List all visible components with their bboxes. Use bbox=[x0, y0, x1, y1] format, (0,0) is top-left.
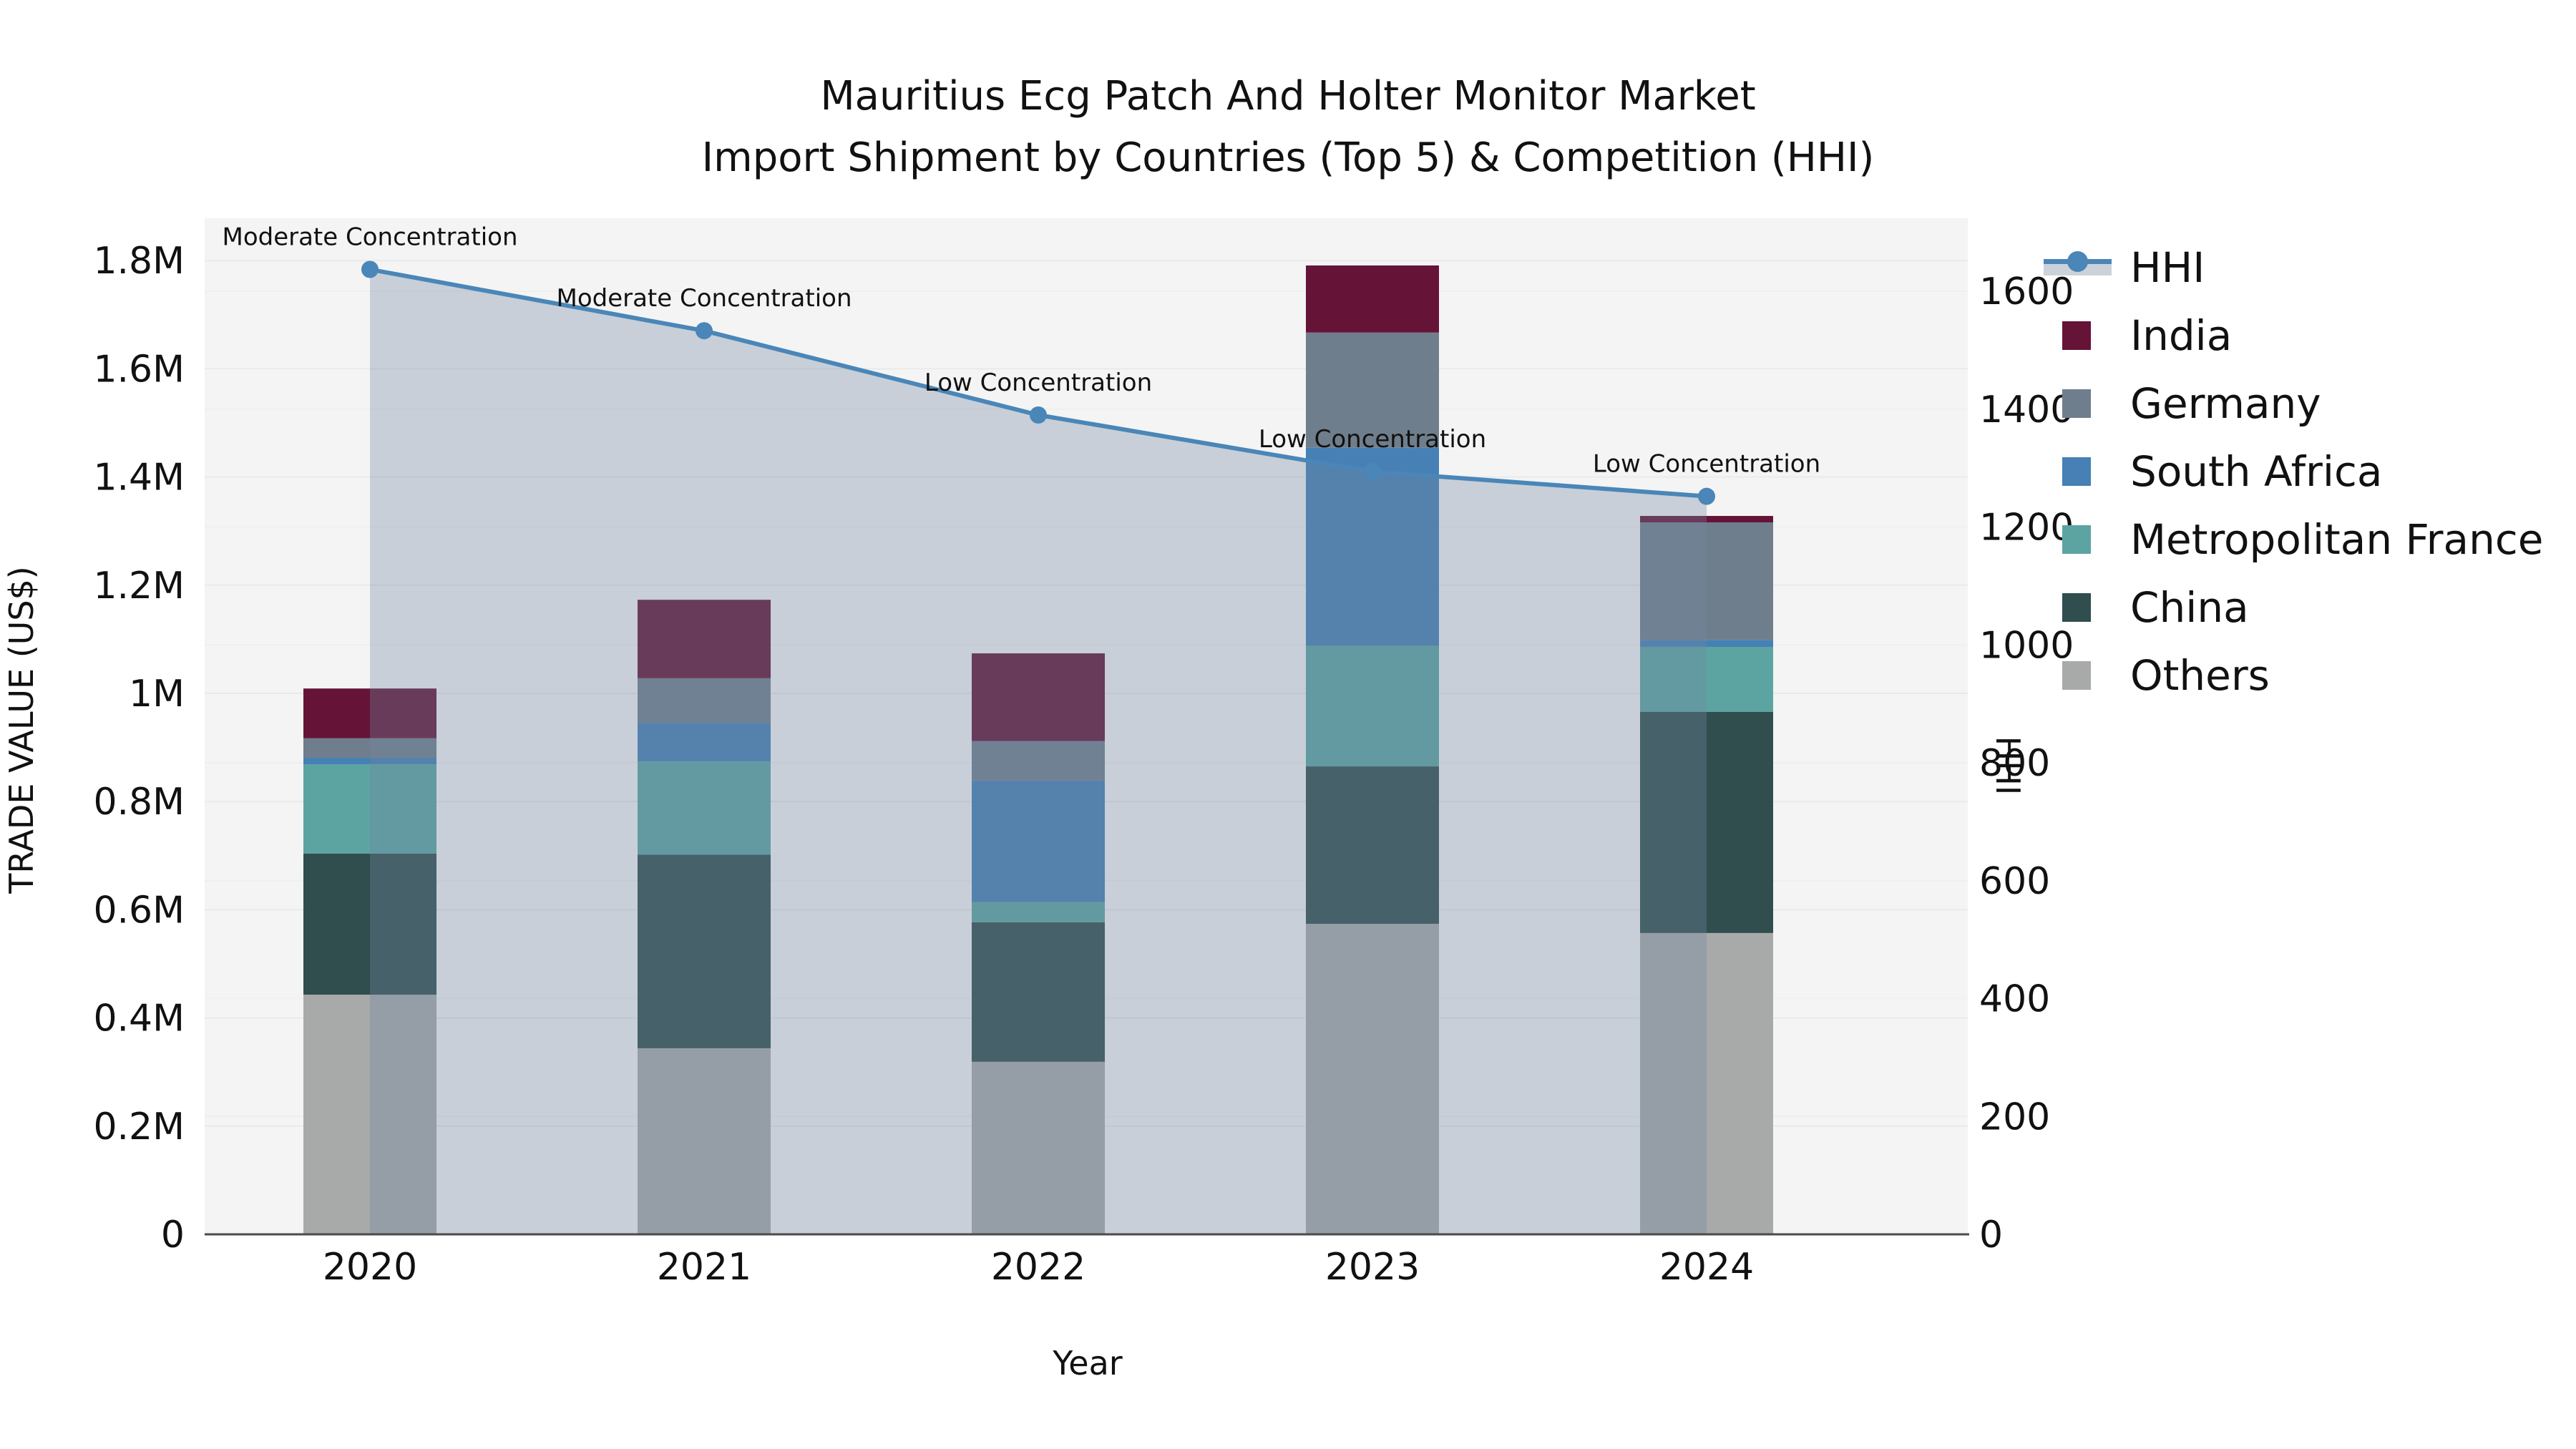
bar-segment-south-africa bbox=[972, 780, 1105, 902]
bar-segment-india bbox=[1640, 516, 1773, 523]
legend-square-swatch-icon bbox=[2044, 654, 2112, 697]
chart-title-line1: Mauritius Ecg Patch And Holter Monitor M… bbox=[820, 73, 1756, 119]
legend-square-swatch-icon bbox=[2044, 586, 2112, 629]
x-tick-label: 2020 bbox=[323, 1246, 417, 1289]
y-left-tick-label: 1.4M bbox=[93, 457, 185, 499]
legend-item-india: India bbox=[2044, 301, 2543, 369]
y-left-tick-label: 0.2M bbox=[93, 1106, 185, 1148]
y-left-tick-label: 1.2M bbox=[93, 565, 185, 608]
bar-segment-germany bbox=[1640, 522, 1773, 640]
chart-title-line2: Import Shipment by Countries (Top 5) & C… bbox=[701, 135, 1875, 181]
bar-segment-india bbox=[1306, 265, 1439, 333]
y-left-tick-label: 1M bbox=[129, 673, 185, 716]
legend-label: Others bbox=[2130, 650, 2270, 700]
legend-label: China bbox=[2130, 582, 2249, 632]
legend-label: HHI bbox=[2130, 243, 2205, 292]
legend-square-swatch-icon bbox=[2044, 314, 2112, 357]
annotation-label: Low Concentration bbox=[1259, 425, 1486, 454]
chart-title: Mauritius Ecg Patch And Holter Monitor M… bbox=[572, 66, 2004, 189]
bar-segment-germany bbox=[303, 738, 436, 758]
legend-item-hhi: HHI bbox=[2044, 233, 2543, 301]
hhi-marker bbox=[1364, 463, 1381, 481]
bar-segment-others bbox=[1640, 932, 1773, 1234]
y-axis-right-title: HHI bbox=[1989, 736, 2027, 796]
y-right-tick-label: 200 bbox=[1979, 1096, 2050, 1138]
y-left-tick-label: 1.6M bbox=[93, 348, 185, 391]
bar-segment-india bbox=[303, 688, 436, 738]
y-axis-left-title: TRADE VALUE (US$) bbox=[2, 566, 41, 894]
legend: HHI India Germany South Africa Metropolitan … bbox=[2044, 233, 2543, 709]
y-right-tick-label: 400 bbox=[1979, 978, 2050, 1021]
legend-square-swatch-icon bbox=[2044, 518, 2112, 561]
legend-item-germany: Germany bbox=[2044, 369, 2543, 437]
bar-segment-south-africa bbox=[638, 723, 771, 762]
x-tick-label: 2023 bbox=[1325, 1246, 1420, 1289]
bar-segment-india bbox=[972, 653, 1105, 741]
annotation-label: Low Concentration bbox=[924, 369, 1152, 397]
x-tick-label: 2021 bbox=[657, 1246, 751, 1289]
legend-line-swatch-icon bbox=[2044, 246, 2112, 289]
bar-segment-china bbox=[638, 854, 771, 1048]
legend-label: Germany bbox=[2130, 379, 2321, 428]
annotation-label: Moderate Concentration bbox=[556, 284, 852, 313]
legend-item-china: China bbox=[2044, 573, 2543, 641]
x-tick-label: 2022 bbox=[991, 1246, 1085, 1289]
bar-segment-india bbox=[638, 600, 771, 678]
y-left-tick-label: 1.8M bbox=[93, 240, 185, 283]
legend-label: India bbox=[2130, 311, 2233, 360]
y-left-tick-label: 0.6M bbox=[93, 889, 185, 932]
bar-segment-metropolitan-france bbox=[638, 761, 771, 855]
legend-item-metropolitan-france: Metropolitan France bbox=[2044, 505, 2543, 573]
bar-segment-others bbox=[972, 1061, 1105, 1234]
bar-segment-others bbox=[638, 1048, 771, 1234]
y-right-tick-label: 1600 bbox=[1979, 270, 2074, 313]
y-right-tick-label: 1000 bbox=[1979, 624, 2074, 667]
bar-segment-metropolitan-france bbox=[972, 902, 1105, 922]
legend-square-swatch-icon bbox=[2044, 382, 2112, 425]
legend-item-south-africa: South Africa bbox=[2044, 437, 2543, 505]
bar-segment-china bbox=[1306, 766, 1439, 924]
y-right-tick-label: 800 bbox=[1979, 742, 2050, 785]
bar-segment-south-africa bbox=[1306, 447, 1439, 646]
bar-segment-metropolitan-france bbox=[1640, 646, 1773, 712]
bar-segment-germany bbox=[638, 678, 771, 723]
y-left-tick-label: 0.8M bbox=[93, 781, 185, 824]
annotation-label: Low Concentration bbox=[1593, 450, 1820, 479]
y-right-tick-label: 1400 bbox=[1979, 389, 2074, 431]
legend-item-others: Others bbox=[2044, 641, 2543, 709]
legend-square-swatch-icon bbox=[2044, 450, 2112, 493]
y-right-tick-label: 600 bbox=[1979, 860, 2050, 903]
y-right-tick-label: 0 bbox=[1979, 1214, 2003, 1257]
bar-segment-china bbox=[1640, 711, 1773, 933]
annotation-label: Moderate Concentration bbox=[222, 223, 517, 252]
y-left-tick-label: 0 bbox=[161, 1214, 185, 1257]
x-axis-title: Year bbox=[1053, 1344, 1123, 1382]
x-tick-label: 2024 bbox=[1659, 1246, 1754, 1289]
hhi-marker bbox=[361, 260, 379, 278]
legend-label: South Africa bbox=[2130, 447, 2383, 496]
bar-segment-south-africa bbox=[303, 757, 436, 765]
hhi-area-fill bbox=[370, 269, 1707, 1234]
y-right-tick-label: 1200 bbox=[1979, 507, 2074, 550]
hhi-marker bbox=[1030, 406, 1047, 424]
y-left-tick-label: 0.4M bbox=[93, 997, 185, 1040]
bar-segment-south-africa bbox=[1640, 640, 1773, 647]
bar-segment-others bbox=[303, 995, 436, 1234]
bar-segment-china bbox=[303, 853, 436, 995]
bar-segment-germany bbox=[1306, 332, 1439, 448]
bar-segment-germany bbox=[972, 741, 1105, 781]
bar-segment-china bbox=[972, 922, 1105, 1062]
bar-segment-metropolitan-france bbox=[303, 764, 436, 854]
bar-segment-metropolitan-france bbox=[1306, 645, 1439, 767]
bar-segment-others bbox=[1306, 924, 1439, 1234]
legend-label: Metropolitan France bbox=[2130, 514, 2544, 564]
hhi-marker bbox=[1698, 487, 1715, 505]
hhi-marker bbox=[696, 322, 713, 340]
